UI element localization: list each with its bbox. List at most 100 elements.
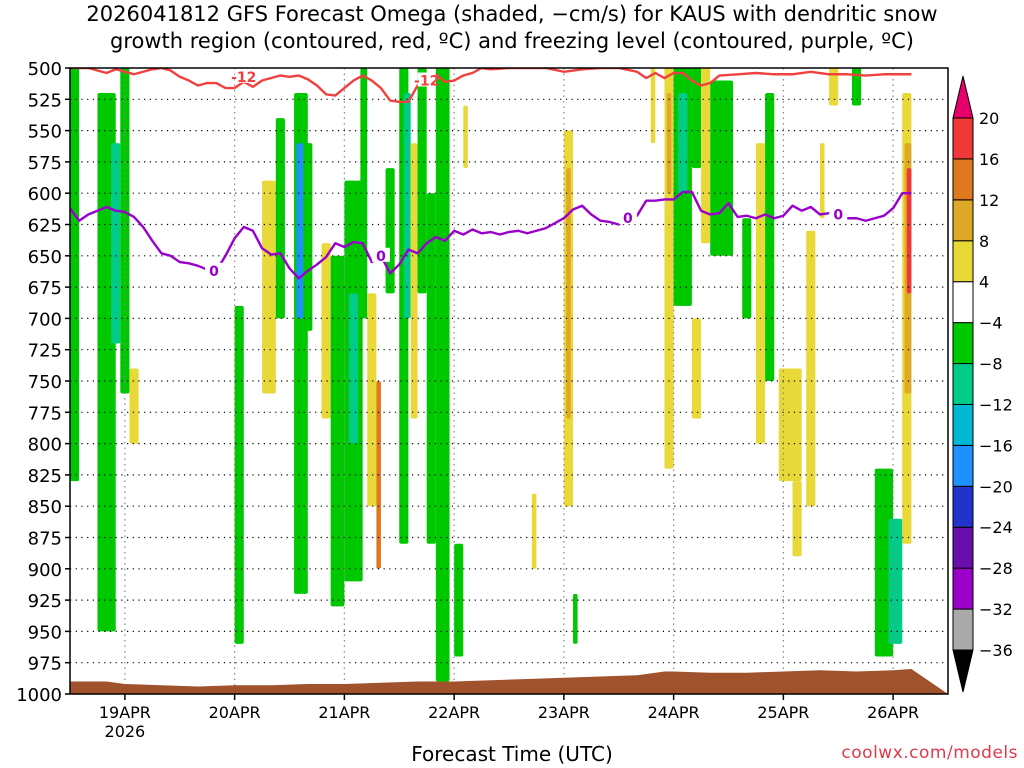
omega-cell-41 <box>755 143 766 444</box>
ytick-label-775: 775 <box>28 403 62 424</box>
xtick-label-23APR: 23APR <box>538 703 590 722</box>
ytick-label-750: 750 <box>28 372 62 393</box>
credit-link[interactable]: coolwx.com/models <box>841 743 1018 763</box>
omega-cell-21 <box>410 143 418 419</box>
omega-cell-7 <box>275 118 285 319</box>
colorbar-label--32: −32 <box>979 600 1013 619</box>
colorbar-bin--12-to--8 <box>952 363 974 405</box>
omega-cell-38 <box>701 68 711 244</box>
colorbar-bin--32-to--28 <box>952 567 974 610</box>
omega-cell-11 <box>321 243 331 419</box>
omega-cell-23 <box>426 193 436 544</box>
dgz-label-2-bg <box>417 72 436 87</box>
omega-cell-14 <box>348 293 359 444</box>
xtick-label-19APR: 19APR <box>99 703 151 722</box>
chart-title-line-1: 2026041812 GFS Forecast Omega (shaded, −… <box>86 2 938 26</box>
omega-cell-2 <box>111 143 121 344</box>
omega-cell-12 <box>330 255 345 607</box>
omega-cell-39 <box>710 80 734 256</box>
fzl-label-2-bg <box>371 247 390 262</box>
dgz-label-1-bg <box>234 68 253 83</box>
omega-cell-40 <box>742 218 752 319</box>
ytick-label-1000: 1000 <box>16 685 62 706</box>
omega-cell-49 <box>851 68 862 106</box>
ytick-label-575: 575 <box>28 153 62 174</box>
ytick-label-825: 825 <box>28 466 62 487</box>
omega-cell-36 <box>691 68 702 169</box>
omega-cell-5 <box>234 305 244 644</box>
omega-cell-35 <box>678 93 688 194</box>
colorbar-label--8: −8 <box>979 355 1003 374</box>
omega-cell-48 <box>829 68 839 106</box>
omega-cell-18 <box>385 168 395 294</box>
colorbar-label--24: −24 <box>979 518 1013 537</box>
omega-cell-24 <box>435 68 450 682</box>
colorbar-label--12: −12 <box>979 395 1013 414</box>
ytick-label-950: 950 <box>28 622 62 643</box>
fzl-label-3: 0 <box>623 211 633 227</box>
omega-cell-54 <box>906 168 912 294</box>
omega-cell-44 <box>778 368 802 482</box>
omega-cell-37 <box>691 318 702 419</box>
colorbar-label-16: 16 <box>979 150 999 169</box>
ytick-label-875: 875 <box>28 529 62 550</box>
omega-cell-33 <box>666 93 672 194</box>
omega-cell-29 <box>566 168 571 419</box>
ytick-label-975: 975 <box>28 654 62 675</box>
colorbar-bin-16-to-20 <box>952 117 974 160</box>
dgz-label-2: -12 <box>414 74 439 90</box>
omega-cell-30 <box>573 593 578 644</box>
colorbar-label--20: −20 <box>979 477 1013 496</box>
omega-cell-4 <box>129 368 139 444</box>
ytick-label-525: 525 <box>28 90 62 111</box>
dgz-label-1: -12 <box>231 70 256 86</box>
colorbar-label--36: −36 <box>979 641 1013 660</box>
colorbar-bin--24-to--20 <box>952 485 974 528</box>
ytick-label-900: 900 <box>28 560 62 581</box>
omega-cell-6 <box>262 180 276 394</box>
x-axis-title: Forecast Time (UTC) <box>411 742 613 766</box>
fzl-label-2: 0 <box>376 249 386 265</box>
omega-cell-51 <box>888 518 903 644</box>
ytick-label-700: 700 <box>28 309 62 330</box>
colorbar-under-arrow <box>952 649 974 693</box>
omega-cell-27 <box>531 493 537 569</box>
fzl-label-1-bg <box>205 262 224 277</box>
colorbar-bin--4-to-4 <box>952 281 974 324</box>
xtick-label-24APR: 24APR <box>648 703 700 722</box>
omega-cell-31 <box>650 68 656 144</box>
colorbar-bin-4-to-8 <box>952 240 974 283</box>
ytick-label-725: 725 <box>28 341 62 362</box>
chart-title-line-2: growth region (contoured, red, ºC) and f… <box>110 29 914 53</box>
ytick-label-800: 800 <box>28 435 62 456</box>
omega-cell-10 <box>305 143 313 331</box>
omega-cell-42 <box>765 93 775 381</box>
omega-cell-3 <box>120 68 130 394</box>
ytick-label-625: 625 <box>28 216 62 237</box>
ytick-label-500: 500 <box>28 59 62 80</box>
surface-fill <box>70 668 948 694</box>
fzl-label-4-bg <box>829 206 848 221</box>
xtick-label-22APR: 22APR <box>428 703 480 722</box>
ytick-label-650: 650 <box>28 247 62 268</box>
omega-cell-0 <box>70 68 80 482</box>
colorbar-bin--36-to--32 <box>952 608 974 651</box>
omega-cell-47 <box>819 143 825 219</box>
colorbar-over-arrow <box>952 75 974 119</box>
omega-cell-20 <box>403 93 411 319</box>
colorbar-label-12: 12 <box>979 191 999 210</box>
colorbar-label--28: −28 <box>979 559 1013 578</box>
fzl-label-4: 0 <box>833 207 843 223</box>
colorbar-bin-12-to-16 <box>952 158 974 201</box>
colorbar-bin--8-to--4 <box>952 322 974 365</box>
omega-cell-16 <box>367 293 377 507</box>
omega-cell-9 <box>296 143 304 319</box>
xtick-label-20APR: 20APR <box>209 703 261 722</box>
omega-cell-26 <box>463 105 468 169</box>
colorbar-bin-8-to-12 <box>952 199 974 242</box>
ytick-label-925: 925 <box>28 591 62 612</box>
omega-cell-46 <box>806 230 816 507</box>
ytick-label-850: 850 <box>28 497 62 518</box>
xtick-sublabel-19APR: 2026 <box>105 722 146 741</box>
